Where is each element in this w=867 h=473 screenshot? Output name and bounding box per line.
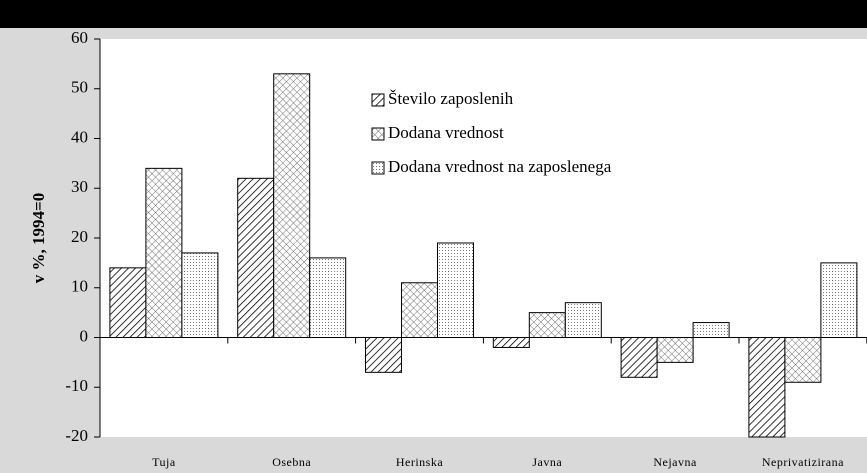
legend-label: Dodana vrednost na zaposlenega bbox=[388, 157, 612, 176]
bar bbox=[748, 337, 786, 438]
x-tick-label: Herinska bbox=[396, 455, 443, 469]
legend-swatch bbox=[371, 127, 385, 141]
x-tick-label: Javna bbox=[532, 455, 562, 469]
bar bbox=[784, 337, 822, 383]
y-tick-label: -10 bbox=[65, 376, 88, 395]
x-tick-label: Neprivatizirana bbox=[762, 455, 844, 469]
y-tick-label: 10 bbox=[71, 277, 88, 296]
y-tick-label: 30 bbox=[71, 177, 88, 196]
x-tick-label: Tuja bbox=[152, 455, 176, 469]
y-tick-label: 0 bbox=[80, 326, 89, 345]
legend-label: Dodana vrednost bbox=[388, 123, 504, 142]
y-tick-label: 40 bbox=[71, 127, 88, 146]
bar bbox=[181, 252, 219, 338]
bar bbox=[401, 282, 438, 338]
y-tick-label: 20 bbox=[71, 227, 88, 246]
legend-swatch bbox=[371, 161, 385, 175]
y-tick-label: 60 bbox=[71, 28, 88, 47]
bar bbox=[237, 177, 275, 338]
top-bar bbox=[0, 0, 867, 28]
bar bbox=[492, 337, 530, 348]
bar bbox=[620, 337, 658, 378]
bar bbox=[564, 302, 602, 338]
legend-label: Število zaposlenih bbox=[388, 89, 514, 108]
y-tick-label: 50 bbox=[71, 78, 88, 97]
y-axis-label: v %, 1994=0 bbox=[29, 193, 48, 283]
bar bbox=[273, 73, 311, 338]
bar bbox=[109, 267, 147, 339]
bar bbox=[692, 322, 730, 339]
bar bbox=[365, 337, 402, 373]
y-tick-label: -20 bbox=[65, 426, 88, 445]
x-tick-label: Osebna bbox=[272, 455, 311, 469]
bar bbox=[656, 337, 694, 363]
x-tick-label: Nejavna bbox=[653, 455, 697, 469]
bar bbox=[309, 257, 347, 338]
bar bbox=[437, 242, 474, 339]
legend-swatch bbox=[371, 93, 385, 107]
plot-area bbox=[100, 39, 867, 437]
bar bbox=[820, 262, 858, 338]
bar bbox=[528, 312, 566, 338]
bar bbox=[145, 167, 183, 338]
